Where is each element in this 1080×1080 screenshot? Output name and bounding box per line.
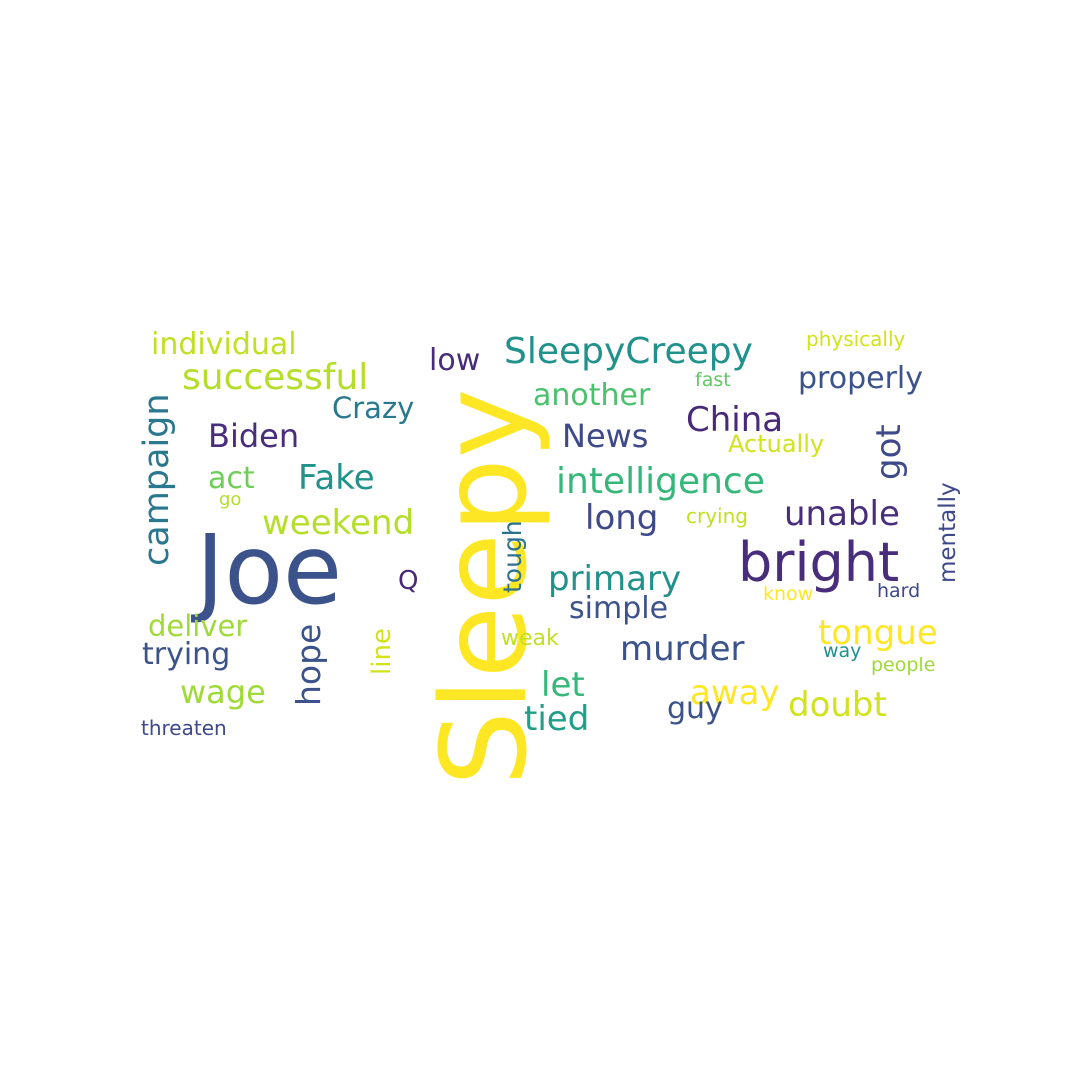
word-actually: Actually (728, 430, 825, 458)
word-physically: physically (806, 327, 906, 351)
word-campaign: campaign (137, 393, 177, 566)
word-individual: individual (151, 327, 297, 362)
word-fake: Fake (298, 458, 375, 498)
word-joe: Joe (196, 514, 343, 626)
word-weak: weak (501, 626, 559, 651)
word-properly: properly (798, 361, 923, 396)
word-way: way (823, 640, 862, 662)
word-crying: crying (686, 504, 748, 528)
word-people: people (871, 654, 936, 676)
word-primary: primary (548, 559, 682, 599)
word-know: know (763, 583, 814, 605)
word-line: line (367, 628, 397, 675)
word-simple: simple (569, 591, 669, 626)
word-biden: Biden (208, 417, 300, 455)
word-got: got (869, 424, 909, 480)
word-sleepycreepy: SleepyCreepy (504, 331, 753, 372)
word-hope: hope (289, 623, 328, 706)
word-wage: wage (180, 673, 266, 711)
word-bright: bright (738, 531, 900, 594)
word-intelligence: intelligence (556, 461, 765, 502)
word-long: long (585, 498, 659, 538)
word-hard: hard (877, 580, 921, 602)
word-news: News (562, 417, 649, 455)
word-tough: tough (498, 520, 527, 593)
word-low: low (429, 343, 481, 378)
word-another: another (533, 378, 651, 413)
word-weekend: weekend (262, 503, 415, 543)
word-away: away (690, 673, 780, 713)
word-guy: guy (667, 691, 723, 726)
word-mentally: mentally (935, 482, 961, 583)
word-tongue: tongue (818, 613, 938, 653)
word-deliver: deliver (148, 609, 248, 643)
word-doubt: doubt (788, 685, 887, 725)
word-q: Q (398, 566, 419, 596)
word-threaten: threaten (141, 716, 227, 740)
word-go: go (219, 489, 242, 510)
word-tied: tied (524, 699, 590, 739)
word-china: China (686, 400, 784, 440)
word-trying: trying (142, 637, 231, 672)
word-murder: murder (620, 629, 745, 669)
word-crazy: Crazy (332, 391, 415, 425)
word-let: let (541, 665, 585, 705)
word-act: act (208, 461, 255, 496)
word-successful: successful (182, 357, 369, 398)
word-unable: unable (784, 494, 900, 534)
word-fast: fast (695, 369, 731, 391)
